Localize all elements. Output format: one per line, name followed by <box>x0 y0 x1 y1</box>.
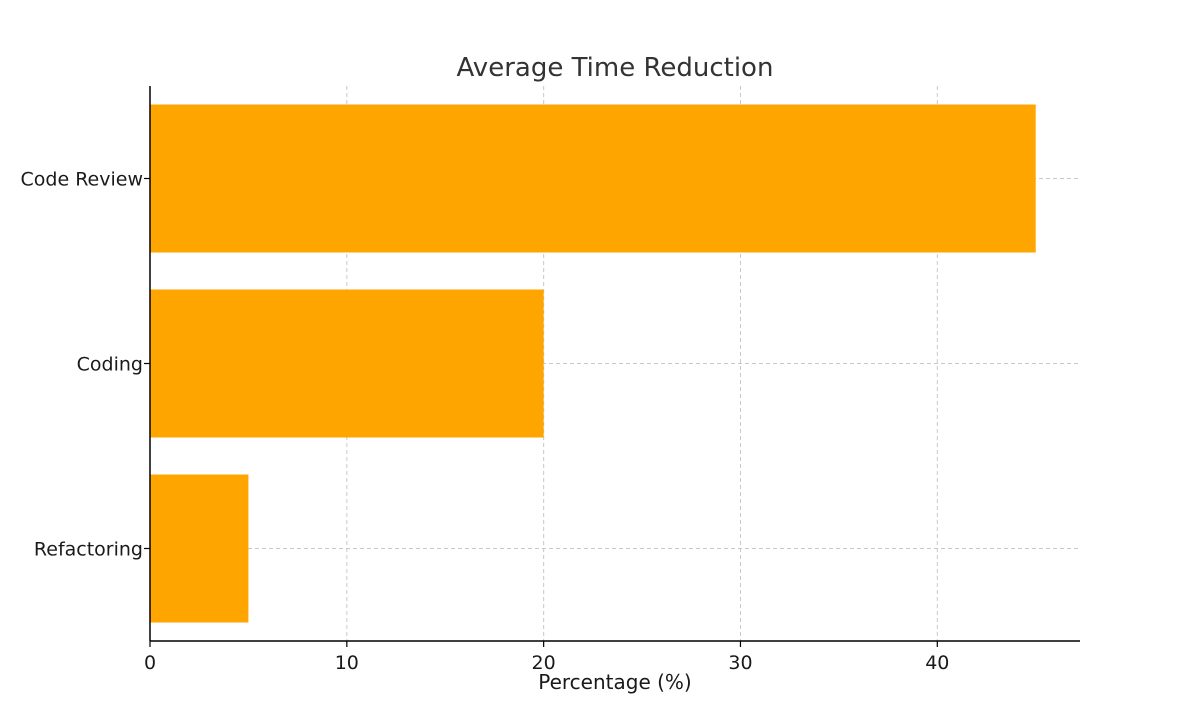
x-tick-label: 0 <box>144 652 156 674</box>
x-tick-label: 30 <box>728 652 752 674</box>
y-tick-label: Refactoring <box>34 539 143 561</box>
x-tick-label: 40 <box>925 652 949 674</box>
bar-refactoring <box>150 474 249 623</box>
bar-code-review <box>150 104 1036 253</box>
bar-layer <box>150 104 1036 623</box>
x-tick-label: 20 <box>532 652 556 674</box>
bar-coding <box>150 289 544 438</box>
y-tick-label: Coding <box>77 354 143 376</box>
chart-title: Average Time Reduction <box>457 53 774 83</box>
x-axis-label: Percentage (%) <box>538 670 691 694</box>
tick-layer: 0 10 20 30 40 Code Review Coding Refactoring <box>21 169 950 675</box>
y-tick-label: Code Review <box>21 169 143 191</box>
x-tick-label: 10 <box>335 652 359 674</box>
